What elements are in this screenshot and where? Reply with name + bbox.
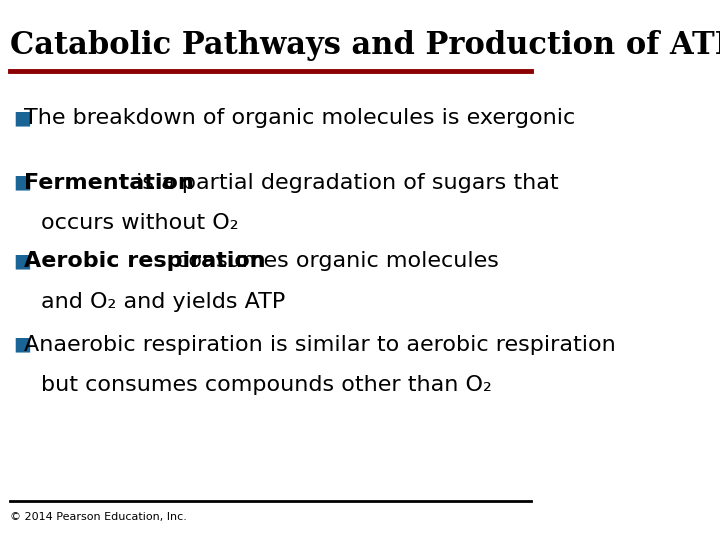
Text: ■: ■ bbox=[14, 108, 32, 127]
Text: consumes organic molecules: consumes organic molecules bbox=[169, 251, 499, 271]
Text: ■: ■ bbox=[14, 335, 32, 354]
Text: Fermentation: Fermentation bbox=[24, 173, 194, 193]
Text: but consumes compounds other than O₂: but consumes compounds other than O₂ bbox=[40, 375, 491, 395]
Text: ■: ■ bbox=[14, 173, 32, 192]
Text: © 2014 Pearson Education, Inc.: © 2014 Pearson Education, Inc. bbox=[10, 512, 186, 522]
Text: Aerobic respiration: Aerobic respiration bbox=[24, 251, 266, 271]
Text: Catabolic Pathways and Production of ATP: Catabolic Pathways and Production of ATP bbox=[10, 30, 720, 60]
Text: ■: ■ bbox=[14, 251, 32, 270]
Text: occurs without O₂: occurs without O₂ bbox=[40, 213, 238, 233]
Text: and O₂ and yields ATP: and O₂ and yields ATP bbox=[40, 292, 285, 312]
Text: is a partial degradation of sugars that: is a partial degradation of sugars that bbox=[129, 173, 558, 193]
Text: The breakdown of organic molecules is exergonic: The breakdown of organic molecules is ex… bbox=[24, 108, 575, 128]
Text: Anaerobic respiration is similar to aerobic respiration: Anaerobic respiration is similar to aero… bbox=[24, 335, 616, 355]
